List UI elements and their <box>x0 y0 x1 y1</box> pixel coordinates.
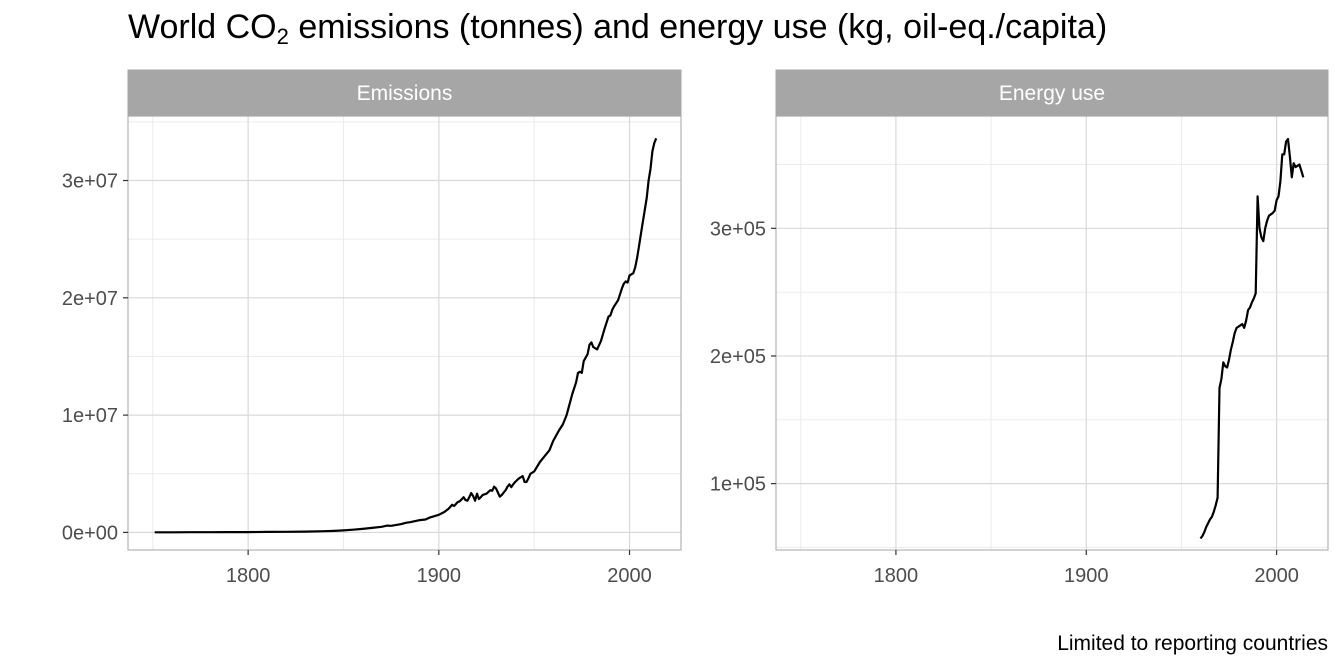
energy-use-series-line <box>1199 137 1305 540</box>
energy-use-strip-label: Energy use <box>999 82 1105 105</box>
emissions-y-tick-label: 0e+00 <box>62 522 118 544</box>
title-suffix: emissions (tonnes) and energy use (kg, o… <box>288 8 1108 46</box>
chart-caption: Limited to reporting countries <box>1057 632 1328 655</box>
energy-use-x-tick-label: 2000 <box>1254 565 1299 587</box>
emissions-y-tick-label: 3e+07 <box>62 171 118 193</box>
emissions-x-tick-label: 2000 <box>607 565 652 587</box>
emissions-x-tick-label: 1900 <box>417 565 462 587</box>
emissions-y-tick-label: 2e+07 <box>62 288 118 310</box>
emissions-strip-label: Emissions <box>357 82 453 105</box>
energy-use-panel-border <box>775 115 1329 551</box>
title-prefix: World CO <box>128 8 277 46</box>
emissions-y-tick-label: 1e+07 <box>62 405 118 427</box>
energy-use-x-tick-label: 1900 <box>1064 565 1109 587</box>
chart-title: World CO2 emissions (tonnes) and energy … <box>128 8 1107 50</box>
energy-use-x-tick-label: 1800 <box>874 565 919 587</box>
energy-use-y-tick-label: 3e+05 <box>710 218 766 240</box>
emissions-x-tick-label: 1800 <box>226 565 271 587</box>
emissions-series-line <box>154 137 658 534</box>
energy-use-strip <box>775 69 1329 117</box>
energy-use-y-tick-label: 2e+05 <box>710 346 766 368</box>
emissions-strip <box>127 69 682 117</box>
title-subscript: 2 <box>276 24 289 49</box>
energy-use-y-tick-label: 1e+05 <box>710 474 766 496</box>
